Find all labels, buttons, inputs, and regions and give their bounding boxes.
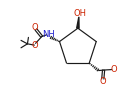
Text: O: O xyxy=(32,22,39,31)
Text: NH: NH xyxy=(42,30,55,39)
Text: O: O xyxy=(111,65,117,74)
Text: O: O xyxy=(32,41,38,50)
Text: OH: OH xyxy=(73,9,86,18)
Polygon shape xyxy=(77,17,79,28)
Text: O: O xyxy=(99,77,106,86)
